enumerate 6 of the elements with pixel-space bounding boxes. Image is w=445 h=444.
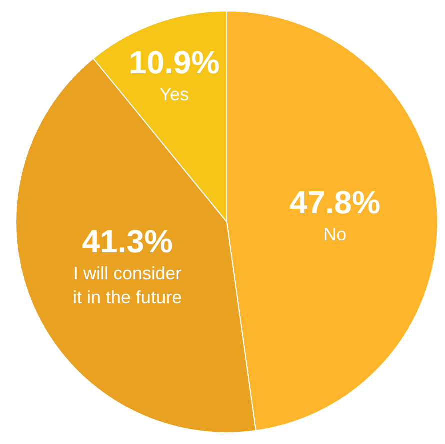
slice-label: Yes <box>160 84 190 105</box>
data-label: 41.3% <box>82 223 173 260</box>
data-label: 10.9% <box>129 44 220 81</box>
slice-label: I will consider it in the future <box>73 263 182 308</box>
slice-label: No <box>324 224 347 245</box>
data-label: 47.8% <box>290 184 381 221</box>
